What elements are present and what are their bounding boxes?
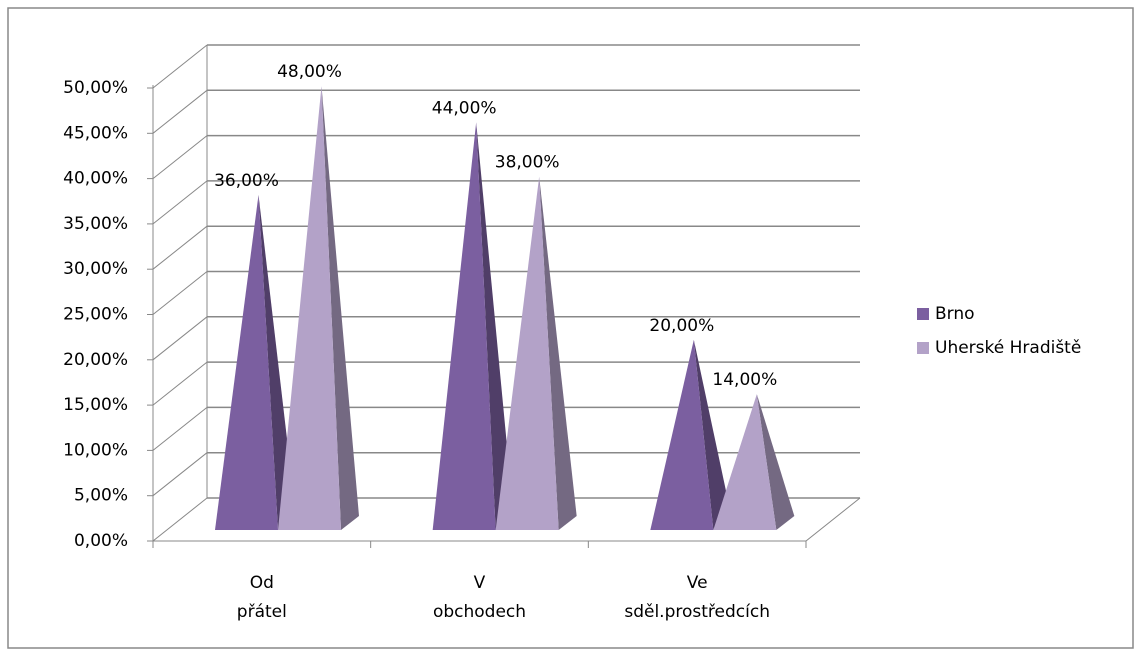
x-tick-label-line: přátel (237, 602, 287, 622)
pyramid (278, 86, 341, 531)
y-tick-label: 15,00% (63, 395, 128, 415)
legend-label: Brno (935, 304, 975, 324)
x-tick-label: Ve sděl.prostředcích (624, 573, 770, 622)
pyramid-side (756, 394, 795, 530)
y-tick-label: 35,00% (63, 214, 128, 234)
x-tick-label-line: Ve (687, 573, 708, 593)
data-label: 38,00% (495, 153, 560, 173)
grid-line (152, 407, 208, 451)
pyramid (215, 194, 278, 530)
grid-line (152, 452, 208, 497)
y-tick-label: 5,00% (74, 486, 128, 506)
pyramid (650, 339, 714, 530)
legend-label: Uherské Hradiště (935, 338, 1081, 358)
x-tick-label-line: sděl.prostředcích (624, 602, 770, 622)
legend-swatch (917, 308, 929, 320)
pyramid (495, 176, 559, 530)
pyramid (713, 394, 777, 530)
x-tick-label-line: V (474, 573, 486, 593)
grid-line (152, 44, 208, 89)
pyramid-side (539, 176, 577, 530)
pyramid (432, 122, 496, 531)
y-tick-label: 10,00% (63, 440, 128, 460)
data-label: 44,00% (432, 98, 497, 118)
grid-line (152, 316, 208, 361)
grid-line (152, 135, 208, 179)
grid-line (152, 180, 208, 225)
grid-line (152, 225, 208, 270)
y-tick-label: 0,00% (74, 531, 128, 551)
grid-line (152, 271, 208, 315)
y-tick-label: 45,00% (63, 123, 128, 143)
data-label: 14,00% (712, 370, 777, 390)
x-tick-label: Od přátel (237, 573, 287, 622)
x-tick-label-line: Od (250, 573, 274, 593)
y-tick-label: 50,00% (63, 78, 128, 98)
x-tick-label-line: obchodech (433, 602, 526, 622)
data-label: 48,00% (277, 62, 342, 82)
pyramid-side (693, 339, 732, 530)
chart-border (7, 7, 1134, 649)
y-tick-label: 25,00% (63, 305, 128, 325)
data-label: 36,00% (214, 171, 279, 191)
pyramid-side (476, 122, 514, 531)
grid-line (152, 361, 208, 406)
y-tick-label: 20,00% (63, 350, 128, 370)
grid-line (152, 497, 208, 542)
y-tick-label: 30,00% (63, 259, 128, 279)
legend-swatch (917, 342, 929, 354)
grid-line (152, 89, 208, 134)
y-tick-label: 40,00% (63, 169, 128, 189)
data-label: 20,00% (649, 316, 714, 336)
pyramid-side (321, 86, 359, 531)
